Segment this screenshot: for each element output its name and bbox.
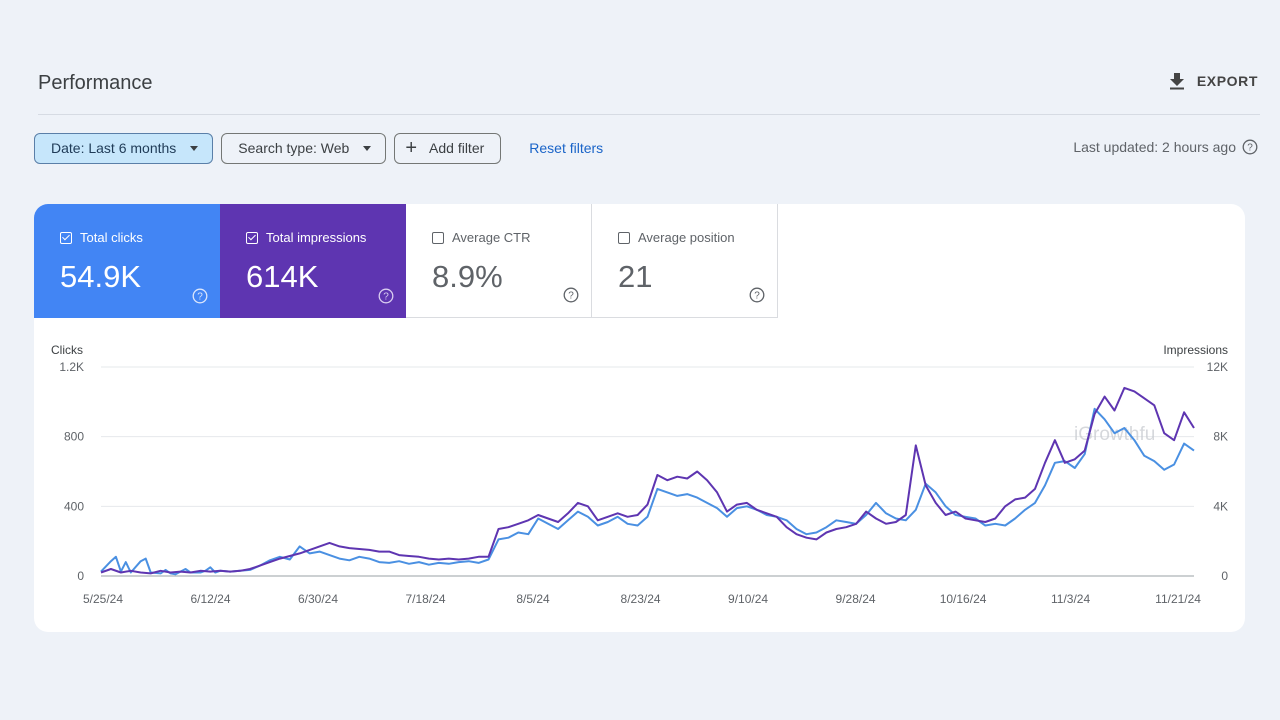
left-tick-label: 0	[77, 569, 84, 583]
right-tick-label: 4K	[1213, 499, 1228, 513]
x-tick-label: 10/16/24	[940, 592, 987, 606]
x-tick-label: 6/30/24	[298, 592, 338, 606]
performance-card: Total clicks 54.9K ? Total impressions 6…	[34, 204, 1245, 632]
metric-total-clicks[interactable]: Total clicks 54.9K ?	[34, 204, 220, 318]
x-tick-label: 7/18/24	[406, 592, 446, 606]
page-header: Performance EXPORT	[38, 70, 1260, 115]
left-axis-title: Clicks	[51, 343, 83, 357]
svg-text:?: ?	[197, 292, 203, 303]
last-updated: Last updated: 2 hours ago ?	[1073, 139, 1258, 155]
left-tick-label: 400	[64, 499, 84, 513]
x-tick-label: 9/10/24	[728, 592, 768, 606]
metric-average-ctr[interactable]: Average CTR 8.9% ?	[406, 204, 592, 318]
x-tick-label: 8/23/24	[621, 592, 661, 606]
performance-chart[interactable]: 0 0 400 4K 800 8K 1.2K 12K 5/25/24 6/12/24 6/30/24…	[34, 318, 1245, 632]
x-tick-label: 11/21/24	[1155, 592, 1201, 606]
caret-down-icon	[363, 145, 372, 151]
metric-value: 614K	[246, 259, 319, 294]
x-tick-label: 5/25/24	[83, 592, 123, 606]
download-icon	[1169, 73, 1184, 90]
add-filter-button[interactable]: + Add filter	[394, 132, 502, 164]
date-filter-label: Date: Last 6 months	[51, 140, 177, 156]
add-filter-label: Add filter	[429, 140, 485, 156]
metric-value: 21	[618, 259, 653, 294]
caret-down-icon	[190, 145, 199, 151]
clicks-line	[100, 407, 1195, 576]
right-tick-label: 12K	[1207, 360, 1228, 374]
search-type-label: Search type: Web	[238, 140, 350, 156]
x-tick-label: 8/5/24	[516, 592, 550, 606]
metric-label: Total impressions	[266, 230, 367, 245]
help-icon[interactable]: ?	[378, 288, 394, 304]
reset-filters-link[interactable]: Reset filters	[529, 140, 604, 156]
metric-total-impressions[interactable]: Total impressions 614K ?	[220, 204, 406, 318]
date-filter-chip[interactable]: Date: Last 6 months	[34, 132, 214, 164]
left-tick-label: 1.2K	[59, 360, 84, 374]
checkbox-checked-icon[interactable]	[60, 231, 72, 244]
help-icon[interactable]: ?	[192, 288, 208, 304]
metric-label: Average position	[638, 230, 735, 245]
x-tick-label: 9/28/24	[836, 592, 876, 606]
help-icon[interactable]: ?	[749, 287, 765, 303]
metric-value: 54.9K	[60, 259, 142, 294]
export-label: EXPORT	[1196, 73, 1258, 89]
metric-label: Average CTR	[452, 230, 531, 245]
svg-text:?: ?	[383, 292, 389, 303]
page-title: Performance	[38, 72, 153, 94]
impressions-line	[100, 386, 1195, 575]
export-button[interactable]: EXPORT	[1169, 72, 1258, 90]
checkbox-unchecked-icon[interactable]	[432, 231, 444, 244]
right-tick-label: 8K	[1213, 430, 1228, 444]
x-tick-label: 6/12/24	[190, 592, 230, 606]
help-icon[interactable]: ?	[1242, 139, 1258, 155]
plus-icon: +	[405, 137, 418, 159]
right-tick-label: 0	[1221, 569, 1228, 583]
svg-text:?: ?	[1247, 143, 1253, 154]
right-axis-title: Impressions	[1163, 343, 1228, 357]
svg-text:?: ?	[754, 291, 760, 302]
checkbox-checked-icon[interactable]	[246, 231, 258, 244]
checkbox-unchecked-icon[interactable]	[618, 231, 630, 244]
search-type-chip[interactable]: Search type: Web	[221, 132, 387, 164]
metric-average-position[interactable]: Average position 21 ?	[592, 204, 778, 318]
metric-label: Total clicks	[80, 230, 143, 245]
svg-text:?: ?	[568, 291, 574, 302]
x-tick-label: 11/3/24	[1051, 592, 1090, 606]
metric-value: 8.9%	[432, 259, 503, 294]
help-icon[interactable]: ?	[563, 287, 579, 303]
left-tick-label: 800	[64, 430, 84, 444]
filter-bar: Date: Last 6 months Search type: Web + A…	[34, 131, 603, 165]
last-updated-text: Last updated: 2 hours ago	[1073, 139, 1236, 155]
